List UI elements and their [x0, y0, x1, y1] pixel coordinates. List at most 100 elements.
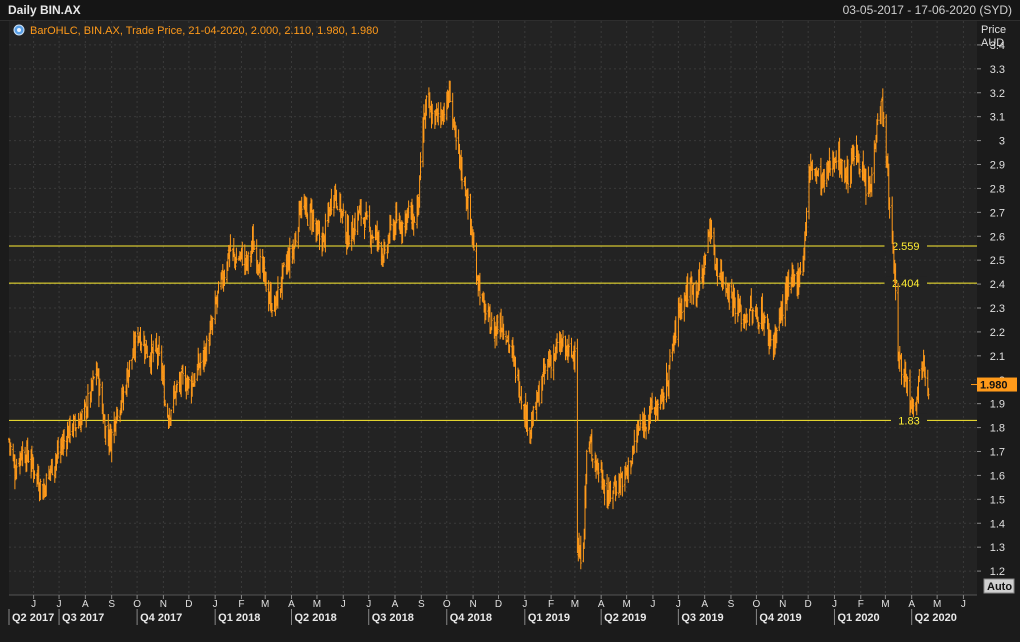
ohlc-bar	[864, 168, 867, 205]
ohlc-bar	[21, 441, 24, 467]
ohlc-bar	[880, 100, 883, 125]
ohlc-bar	[817, 168, 820, 177]
x-month-label: S	[418, 599, 425, 610]
x-month-label: S	[728, 599, 735, 610]
ohlc-bar	[722, 271, 725, 290]
ohlc-bar	[505, 330, 508, 345]
y-tick-label: 2.5	[990, 255, 1005, 267]
x-month-label: J	[832, 599, 837, 610]
y-tick-label: 3.3	[990, 64, 1005, 76]
ohlc-bar	[428, 92, 431, 119]
ohlc-bar	[514, 356, 517, 383]
ohlc-bar	[243, 244, 246, 276]
x-month-label: M	[622, 599, 630, 610]
auto-scale-label: Auto	[987, 581, 1012, 593]
ohlc-bar	[193, 373, 196, 387]
ohlc-bar	[858, 168, 861, 178]
ohlc-bar	[484, 303, 487, 321]
ohlc-bar	[288, 237, 291, 279]
ohlc-bar	[128, 360, 131, 378]
ohlc-bar	[39, 478, 42, 501]
ohlc-bar	[229, 234, 232, 252]
ohlc-bar	[252, 224, 255, 253]
ohlc-bar	[413, 216, 416, 223]
ohlc-bar	[662, 392, 665, 410]
ohlc-bar	[573, 341, 576, 373]
y-tick-label: 2.7	[990, 207, 1005, 219]
x-month-label: J	[341, 599, 346, 610]
ohlc-bar	[293, 246, 296, 264]
ohlc-bar	[318, 220, 321, 250]
x-month-label: F	[548, 599, 554, 610]
ohlc-bar	[86, 384, 89, 418]
ohlc-bar	[781, 294, 784, 326]
ohlc-bar	[134, 331, 137, 363]
ohlc-bar	[401, 221, 404, 243]
ohlc-bar	[793, 274, 796, 286]
gear-icon-center	[17, 28, 21, 32]
ohlc-bar	[502, 323, 505, 340]
ohlc-bar	[496, 314, 499, 335]
ohlc-bar	[75, 427, 77, 438]
ohlc-bar	[841, 159, 844, 182]
ohlc-bar	[467, 188, 469, 220]
x-quarter-label: Q2 2020	[915, 612, 957, 624]
ohlc-bar	[164, 399, 167, 407]
ohlc-bar	[247, 251, 250, 275]
ohlc-bar	[122, 386, 125, 411]
ohlc-bar	[828, 147, 831, 173]
ohlc-bar	[651, 392, 654, 410]
ohlc-bar	[520, 386, 523, 410]
ohlc-bar	[591, 458, 594, 469]
x-month-label: M	[933, 599, 941, 610]
ohlc-bar	[906, 376, 909, 397]
ohlc-bar	[873, 140, 876, 184]
ohlc-bar	[508, 344, 511, 354]
x-month-label: A	[598, 599, 605, 610]
x-quarter-label: Q3 2017	[62, 612, 104, 624]
ohlc-bar	[746, 313, 749, 323]
ohlc-bar	[633, 429, 636, 454]
ohlc-bar	[769, 330, 772, 347]
x-quarter-label: Q4 2018	[450, 612, 492, 624]
ohlc-bar	[265, 271, 268, 292]
ohlc-bar	[870, 167, 873, 197]
x-month-label: M	[881, 599, 889, 610]
date-range-label: 03-05-2017 - 17-06-2020 (SYD)	[842, 3, 1012, 17]
legend[interactable]: BarOHLC, BIN.AX, Trade Price, 21-04-2020…	[13, 24, 378, 37]
x-month-label: J	[213, 599, 218, 610]
ohlc-bar	[263, 257, 266, 283]
ohlc-bar	[556, 333, 559, 354]
ohlc-bar	[363, 217, 366, 240]
ohlc-bar	[425, 95, 428, 116]
ohlc-bar	[449, 80, 452, 103]
ohlc-bar	[116, 408, 119, 420]
x-quarter-label: Q2 2017	[12, 612, 54, 624]
ohlc-bar	[829, 160, 832, 176]
ohlc-bar	[300, 196, 303, 219]
ohlc-bar	[152, 340, 155, 363]
y-tick-label: 1.7	[990, 447, 1005, 459]
x-month-label: J	[57, 599, 62, 610]
ohlc-bar	[158, 336, 161, 356]
ohlc-bar	[110, 428, 113, 463]
ohlc-bar	[253, 240, 256, 250]
x-quarter-label: Q4 2017	[140, 612, 182, 624]
reference-line-label: 1.83	[898, 415, 919, 427]
y-tick-label: 2.3	[990, 303, 1005, 315]
y-tick-label: 2.8	[990, 183, 1005, 195]
x-month-label: J	[961, 599, 966, 610]
ohlc-bar	[199, 352, 202, 376]
y-tick-label: 1.4	[990, 518, 1005, 530]
y-tick-label: 3	[999, 136, 1005, 148]
ohlc-bar	[27, 450, 30, 463]
ohlc-bar	[146, 345, 149, 358]
ohlc-bar	[912, 399, 915, 418]
ohlc-bar	[674, 316, 677, 344]
auto-scale-button[interactable]	[983, 578, 1015, 594]
y-tick-label: 2.1	[990, 351, 1005, 363]
x-month-label: A	[82, 599, 89, 610]
ohlc-bar	[223, 269, 226, 286]
ohlc-bar	[567, 334, 570, 357]
